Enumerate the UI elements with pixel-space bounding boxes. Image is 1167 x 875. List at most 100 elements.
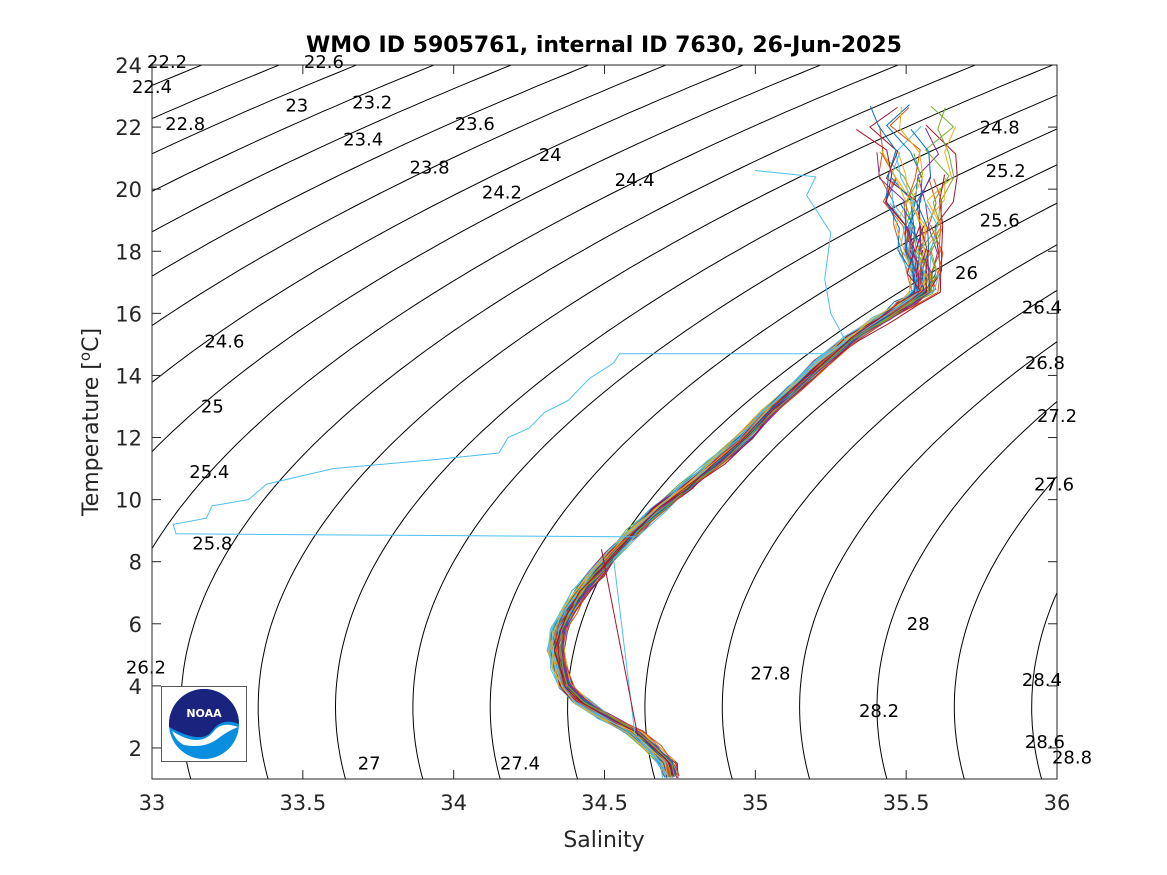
y-tick-label: 12: [115, 427, 142, 451]
profile-lines: [172, 104, 958, 779]
noaa-logo-text: NOAA: [186, 707, 222, 720]
isopycnal-line: [152, 65, 900, 550]
isopycnal-label: 24.8: [980, 117, 1020, 138]
isopycnal-label: 27.4: [500, 754, 540, 775]
profile-line: [553, 290, 911, 775]
isopycnal-line: [412, 128, 1057, 779]
isopycnal-label: 26.4: [1022, 297, 1062, 318]
isopycnal-lines: [0, 43, 1057, 794]
profile-line: [550, 227, 916, 776]
y-tick-label: 14: [115, 364, 142, 388]
profile-line: [560, 202, 920, 776]
isopycnal-label: 25.2: [986, 161, 1026, 182]
isopycnal-line: [152, 65, 668, 327]
profile-line: [550, 270, 927, 774]
isopycnal-line: [152, 65, 513, 233]
isopycnal-line: [152, 65, 358, 155]
x-tick-label: 36: [1044, 791, 1071, 815]
profile-line: [549, 226, 922, 777]
profile-line: [555, 250, 932, 777]
isopycnal-label: 24.4: [615, 170, 655, 191]
profile-line: [556, 152, 928, 779]
isopycnal-label: 23: [285, 96, 308, 117]
y-tick-label: 2: [129, 737, 142, 761]
y-tick-label: 8: [129, 551, 142, 575]
isopycnal-label: 24.2: [482, 182, 522, 203]
profile-line: [551, 225, 925, 777]
profile-line: [549, 152, 920, 777]
profile-line: [555, 153, 922, 776]
x-tick-label: 33: [139, 791, 166, 815]
y-tick-label: 6: [129, 613, 142, 637]
isopycnal-line: [334, 94, 1057, 779]
x-tick-label: 34: [440, 791, 467, 815]
connector-line: [600, 549, 639, 736]
isopycnal-label: 23.2: [352, 92, 392, 113]
isopycnal-label: 24: [539, 145, 562, 166]
profile-line: [552, 273, 928, 775]
profile-line: [561, 150, 927, 774]
isopycnal-line: [152, 65, 590, 277]
profile-line: [554, 128, 922, 776]
x-axis-label: Salinity: [563, 828, 644, 853]
isopycnal-label: 22.2: [147, 52, 187, 73]
profile-line: [551, 202, 913, 775]
isopycnal-label: 27.8: [750, 664, 790, 685]
isopycnal-label: 23.8: [409, 158, 449, 179]
profile-line: [560, 224, 944, 776]
isopycnal-line: [152, 65, 745, 384]
isopycnal-label: 27: [358, 754, 381, 775]
anomalous-profile-line: [172, 170, 847, 777]
profile-line: [556, 272, 918, 776]
isopycnal-line: [152, 65, 281, 120]
isopycnal-line: [1031, 591, 1057, 779]
profile-line: [560, 274, 933, 778]
isopycnal-line: [257, 65, 1055, 779]
isopycnal-label: 25.4: [189, 462, 229, 483]
isopycnal-label: 26.8: [1025, 353, 1065, 374]
x-tick-label: 35.5: [883, 791, 930, 815]
profile-line: [561, 178, 943, 776]
isopycnal-label: 27.6: [1034, 474, 1074, 495]
profile-line: [555, 227, 925, 775]
y-tick-label: 20: [115, 178, 142, 202]
isopycnal-line: [876, 400, 1057, 779]
profile-line: [554, 128, 932, 778]
noaa-logo-icon: NOAA: [169, 689, 239, 759]
isopycnal-label: 26.2: [126, 657, 166, 678]
isopycnal-label: 25.6: [980, 210, 1020, 231]
isopycnal-label: 22.6: [304, 52, 344, 73]
profile-line: [562, 152, 925, 777]
y-tick-label: 16: [115, 302, 142, 326]
profile-line: [552, 151, 916, 778]
profile-line: [562, 199, 938, 774]
profile-line: [559, 226, 925, 775]
isopycnal-line: [0, 43, 24, 794]
x-tick-label: 33.5: [279, 791, 326, 815]
x-tick-label: 34.5: [581, 791, 628, 815]
isopycnal-label: 28: [907, 614, 930, 635]
profile-line: [554, 178, 921, 779]
profile-line: [554, 273, 937, 775]
profile-line: [552, 227, 944, 778]
isopycnal-label: 25.8: [192, 533, 232, 554]
isopycnal-line: [644, 244, 1057, 779]
profile-line: [558, 177, 926, 777]
profile-line: [550, 251, 927, 778]
noaa-logo: NOAA: [161, 686, 247, 762]
isopycnal-line: [567, 202, 1057, 779]
profile-line: [555, 249, 942, 776]
isopycnal-label: 26: [955, 263, 978, 284]
profile-line: [557, 272, 923, 775]
isopycnal-label: 24.6: [204, 331, 244, 352]
isopycnal-label: 28.2: [859, 701, 899, 722]
x-axis: 33 33.5 34 34.5 35 35.5 36: [139, 65, 1071, 815]
isopycnal-label: 23.6: [455, 114, 495, 135]
profile-line: [557, 178, 920, 778]
isopycnal-label: 25: [201, 397, 224, 418]
y-tick-label: 18: [115, 240, 142, 264]
profile-line: [561, 177, 925, 775]
y-tick-label: 22: [115, 116, 142, 140]
isopycnal-label: 22.8: [165, 114, 205, 135]
